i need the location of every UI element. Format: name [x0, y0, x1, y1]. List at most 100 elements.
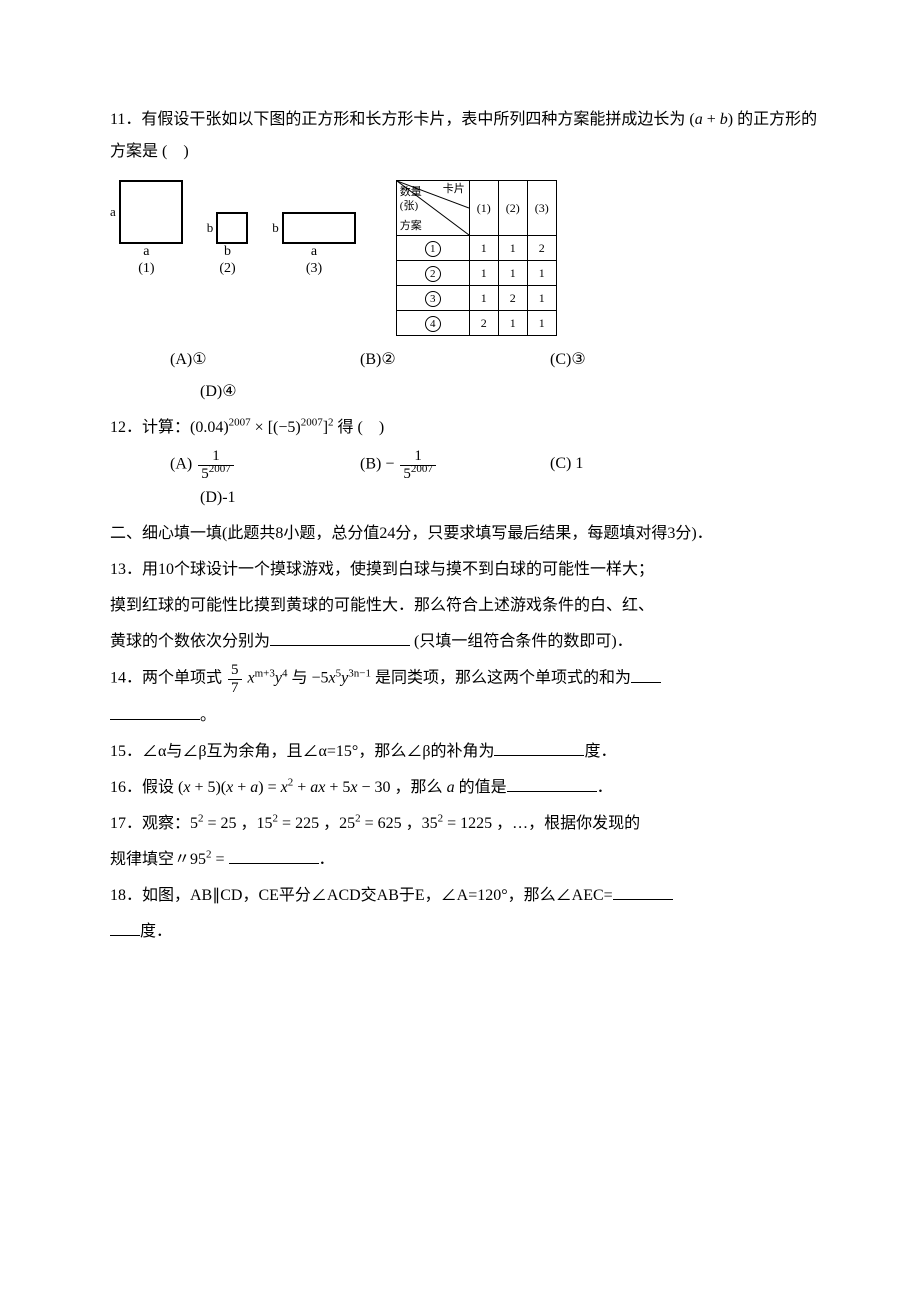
q13-l2: 摸到红球的可能性比摸到黄球的可能性大．那么符合上述游戏条件的白、红、	[110, 590, 820, 622]
q12-options-2: (D)-1	[200, 482, 820, 514]
q11-options-2: (D)④	[200, 376, 820, 408]
q11-text-1: 11．有假设干张如以下图的正方形和长方形卡片，表中所列四种方案能拼成边长为 (	[110, 111, 695, 128]
q16-pre: 16．假设 (	[110, 779, 183, 796]
q16-t6: − 30 ，那么	[358, 779, 447, 796]
row-2-id: 2	[425, 266, 441, 282]
q12-t4: 得 ( )	[334, 419, 385, 436]
q12-e2: 2007	[301, 417, 323, 429]
q18-blank-1	[613, 883, 673, 900]
row-1-id: 1	[425, 241, 441, 257]
table-row: 4 2 1 1	[396, 311, 556, 336]
cell: 2	[527, 236, 556, 261]
q14-blank-1	[631, 666, 661, 683]
q11-scheme-table: 卡片 数量 (张) 方案 (1) (2) (3) 1 1 1 2 2 1 1 1…	[396, 180, 557, 336]
cell: 2	[498, 286, 527, 311]
q11-figure-row: a a (1) b b (2) b a (3) 卡	[110, 180, 820, 336]
q16-x3: x	[350, 779, 357, 796]
col-2: (2)	[498, 181, 527, 236]
q14-y: y	[275, 670, 282, 687]
q14-tail: 。	[200, 707, 216, 724]
q11-opt-d-n: ④	[222, 383, 236, 400]
q14-y2e: 3n−1	[348, 667, 371, 679]
row-3-id: 3	[425, 291, 441, 307]
q18-l2-text: 度．	[140, 923, 172, 940]
q11-opt-c: (C)	[550, 351, 571, 368]
q12-b-label: (B) −	[360, 456, 394, 473]
q11-opt-b: (B)	[360, 351, 381, 368]
q14-x2: x	[329, 670, 336, 687]
table-row: 3 1 2 1	[396, 286, 556, 311]
q16-t2: +	[233, 779, 250, 796]
q16-stem: 16．假设 (x + 5)(x + a) = x2 + ax + 5x − 30…	[110, 772, 820, 804]
q18-l1: 18．如图，AB∥CD，CE平分∠ACD交AB于E，∠A=120°，那么∠AEC…	[110, 880, 820, 912]
col-1: (1)	[469, 181, 498, 236]
q17-l2a: 规律填空〃95	[110, 851, 206, 868]
q11-stem: 11．有假设干张如以下图的正方形和长方形卡片，表中所列四种方案能拼成边长为 (a…	[110, 104, 820, 168]
q14-m1: 与 −5	[292, 670, 329, 687]
q14-xe: m+3	[255, 667, 275, 679]
card-3: b a (3)	[272, 212, 356, 278]
q11-opt-d: (D)	[200, 383, 222, 400]
q12-opt-a: (A) 152007	[170, 448, 360, 482]
q18-pre: 18．如图，AB∥CD，CE平分∠ACD交AB于E，∠A=120°，那么∠AEC…	[110, 887, 613, 904]
q12-opt-b: (B) − 152007	[360, 448, 550, 482]
card-3-caption: (3)	[306, 261, 322, 276]
card-2-v-label: b	[207, 215, 214, 241]
q14-ye: 4	[282, 667, 288, 679]
q12-t1: 12．计算：(0.04)	[110, 419, 229, 436]
hdr-left-mid: (张)	[400, 201, 418, 212]
cell: 1	[498, 311, 527, 336]
card-1-h-label: a	[143, 244, 149, 259]
q17-pre: 17．观察：5	[110, 815, 198, 832]
cell: 1	[498, 261, 527, 286]
q12-options: (A) 152007 (B) − 152007 (C) 1	[170, 448, 820, 482]
q17-l2: 规律填空〃952 = ．	[110, 844, 820, 876]
q11-opt-a-n: ①	[192, 351, 206, 368]
q15-pre: 15．∠α与∠β互为余角，且∠α=15°，那么∠β的补角为	[110, 743, 494, 760]
q16-tail: ．	[597, 779, 613, 796]
q12-a-den-b: 5	[201, 466, 209, 482]
q11-opt-b-n: ②	[381, 351, 395, 368]
card-3-v-label: b	[272, 215, 279, 241]
q16-t3: ) =	[258, 779, 280, 796]
col-3: (3)	[527, 181, 556, 236]
q17-eq4: = 1225 ，…，根据你发现的	[443, 815, 640, 832]
q17-blank	[229, 847, 319, 864]
cell: 1	[527, 261, 556, 286]
q15-blank	[494, 739, 584, 756]
q11-var-b: b	[720, 111, 728, 128]
cell: 1	[469, 286, 498, 311]
q17-tail: ．	[319, 851, 335, 868]
row-4-id: 4	[425, 316, 441, 332]
q11-opt-c-n: ③	[571, 351, 585, 368]
q16-t1: + 5)(	[190, 779, 226, 796]
cell: 1	[527, 286, 556, 311]
table-row: 2 1 1 1	[396, 261, 556, 286]
q12-e1: 2007	[229, 417, 251, 429]
q18-blank-2	[110, 919, 140, 936]
q17-eq2: = 225 ，25	[278, 815, 355, 832]
q13-l1: 13．用10个球设计一个摸球游戏，使摸到白球与摸不到白球的可能性一样大；	[110, 554, 820, 586]
q14-blank-2	[110, 703, 200, 720]
q16-blank	[507, 775, 597, 792]
q14-den: 7	[228, 680, 242, 697]
q17-eq3: = 625 ，35	[361, 815, 438, 832]
q14-m2: 是同类项，那么这两个单项式的和为	[375, 670, 631, 687]
cell: 1	[527, 311, 556, 336]
q17-l2b: =	[212, 851, 229, 868]
q16-a2: a	[447, 779, 455, 796]
q17-l1: 17．观察：52 = 25 ，152 = 225 ，252 = 625 ，352…	[110, 808, 820, 840]
q16-t7: 的值是	[455, 779, 507, 796]
q13-blank	[270, 629, 410, 646]
q14-x: x	[248, 670, 255, 687]
q14-stem: 14．两个单项式 57 xm+3y4 与 −5x5y3n−1 是同类项，那么这两…	[110, 662, 820, 696]
q13-l3: 黄球的个数依次分别为 (只填一组符合条件的数即可)．	[110, 626, 820, 658]
q14-l2: 。	[110, 700, 820, 732]
q13-l3b: (只填一组符合条件的数即可)．	[410, 633, 633, 650]
q12-t2: × [(−5)	[251, 419, 301, 436]
hdr-top: 卡片	[443, 184, 465, 195]
card-1-v-label: a	[110, 199, 116, 225]
cell: 2	[469, 311, 498, 336]
q12-b-den-b: 5	[403, 466, 411, 482]
q18-l2: 度．	[110, 916, 820, 948]
